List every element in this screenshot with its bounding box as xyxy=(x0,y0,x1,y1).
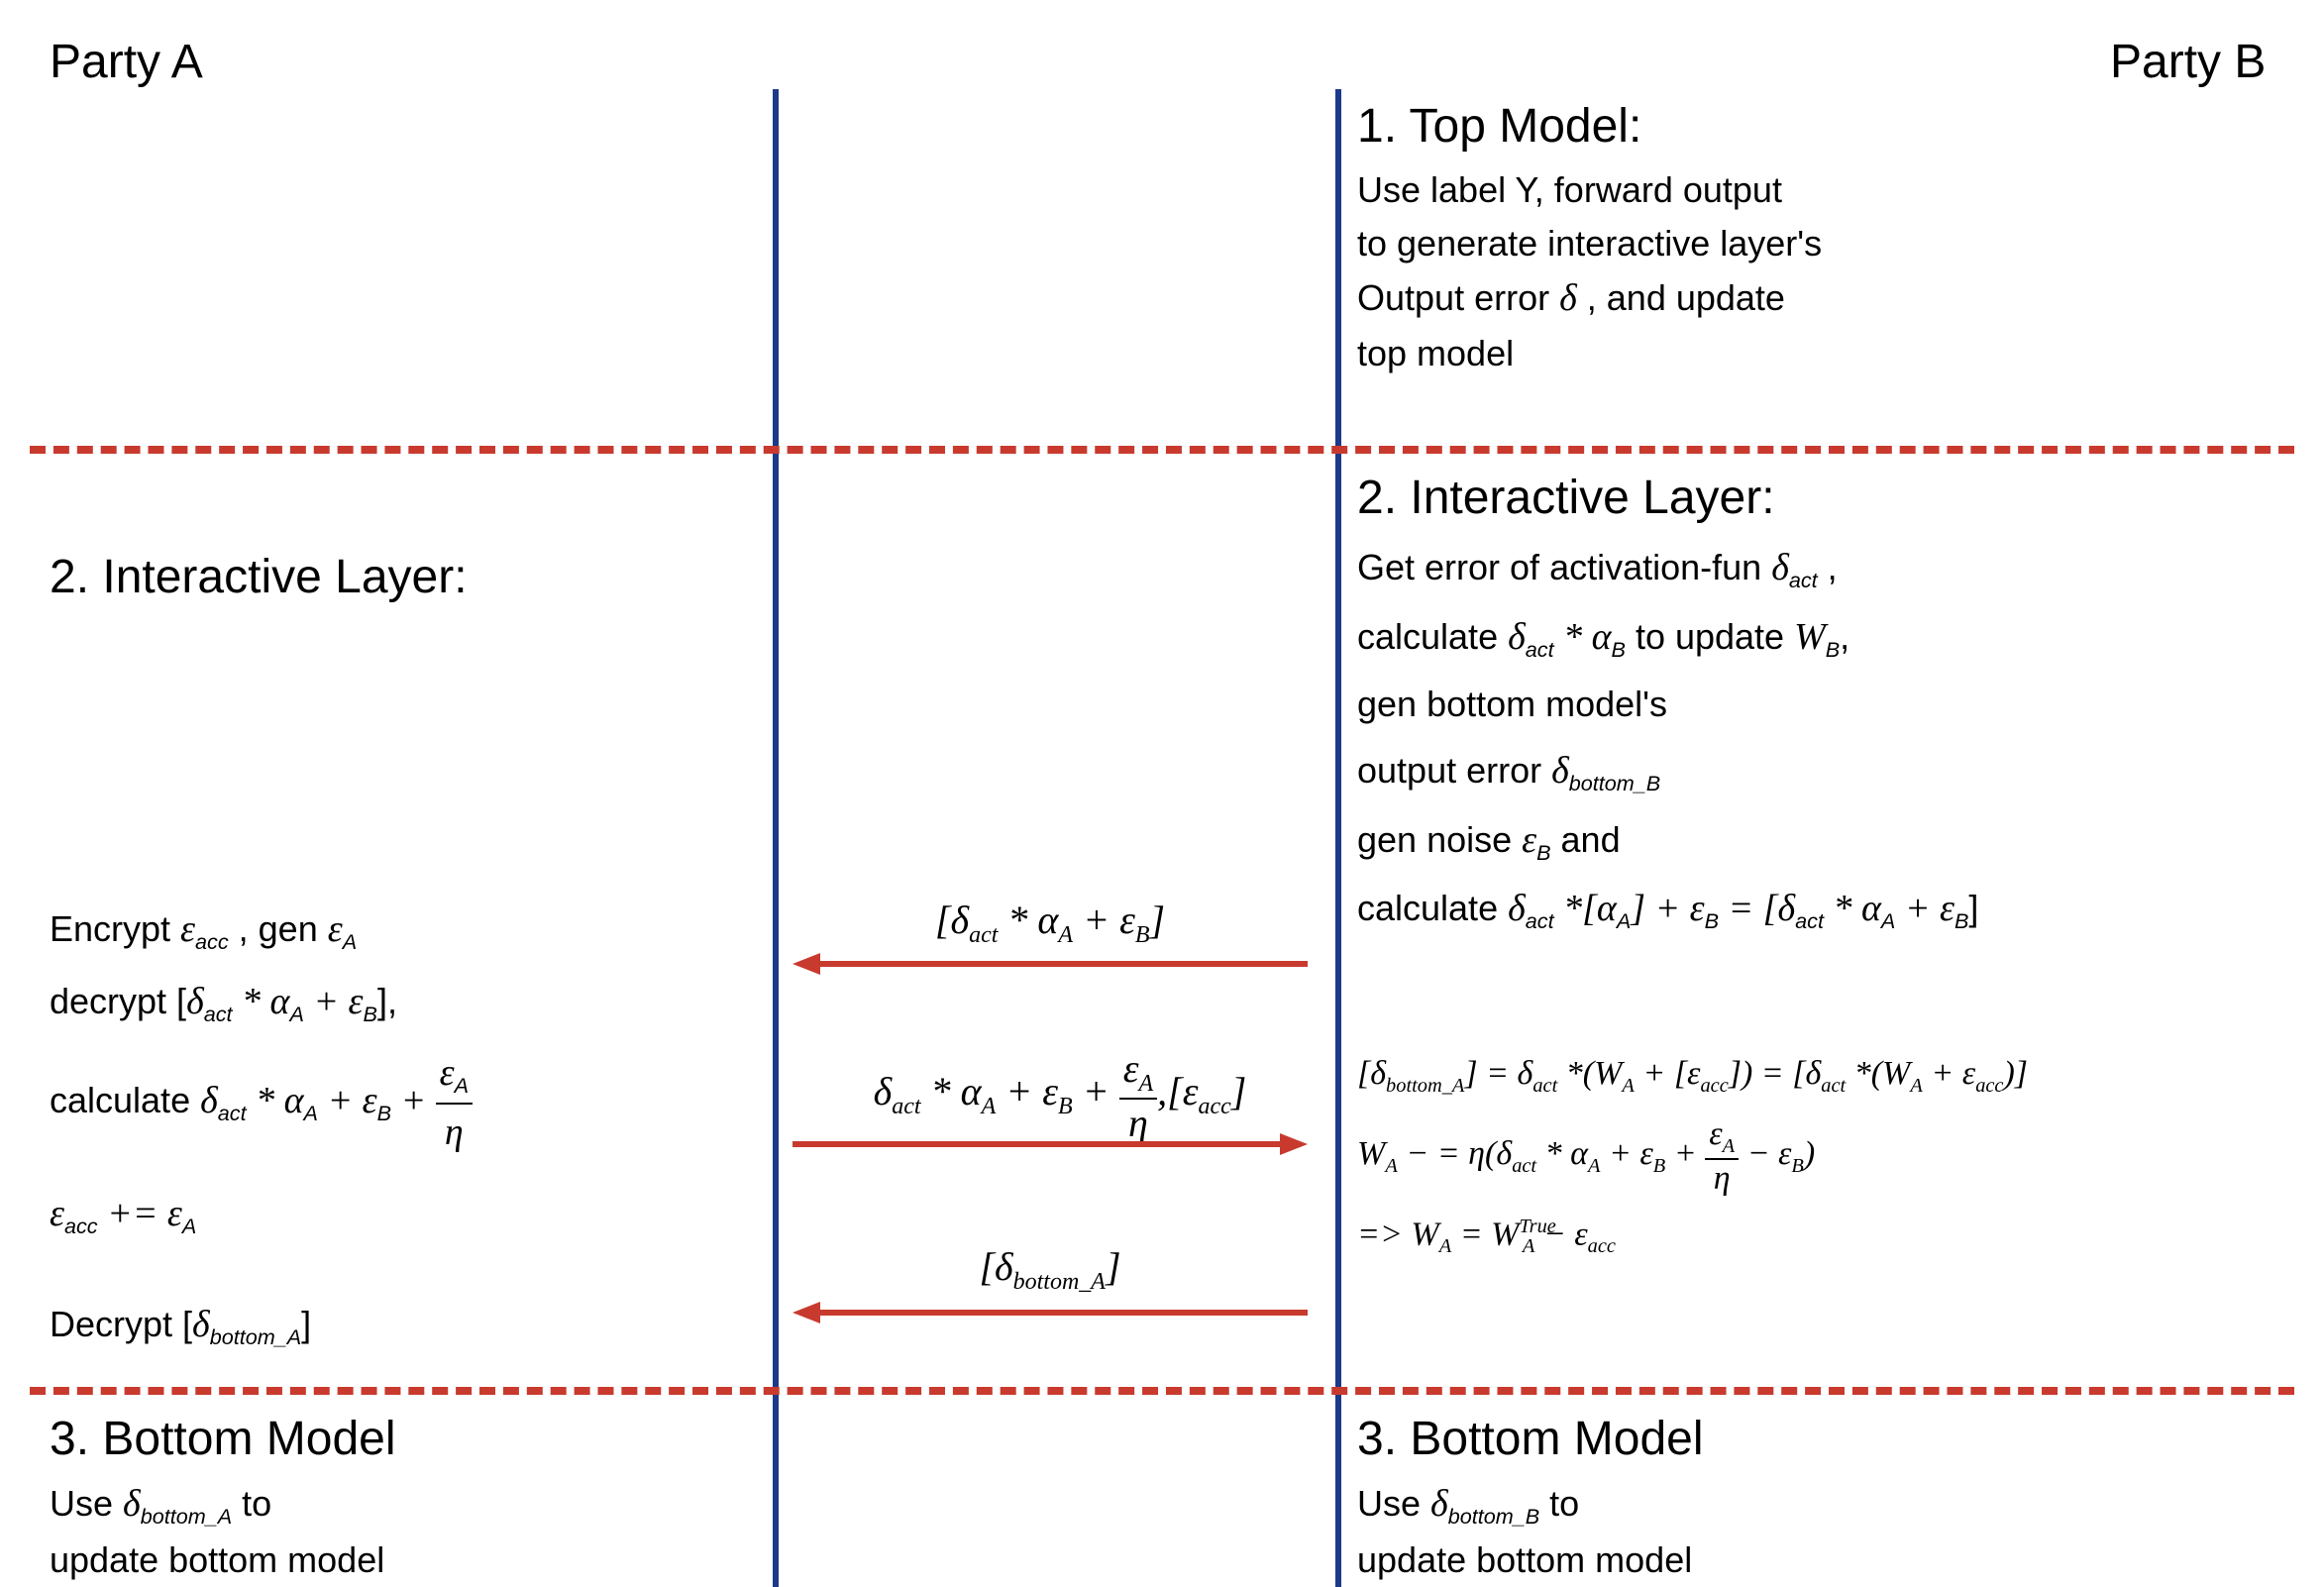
arrow1-left-icon xyxy=(792,949,1308,979)
party-a-interactive-section: 2. Interactive Layer: xyxy=(50,550,743,614)
arrow3-label: [δbottom_A] xyxy=(792,1243,1308,1296)
party-a-label: Party A xyxy=(50,35,203,89)
arrow2-right-icon xyxy=(792,1129,1308,1159)
divider-horizontal-1 xyxy=(30,446,2294,454)
pb-line5: gen noise εB and xyxy=(1357,812,2298,870)
divider-horizontal-2 xyxy=(30,1387,2294,1395)
pa-line2: decrypt [δact * αA + εB], xyxy=(50,974,743,1031)
top-model-line2: to generate interactive layer's xyxy=(1357,217,2298,270)
top-model-line1: Use label Y, forward output xyxy=(1357,163,2298,217)
pb-line4: output error δbottom_B xyxy=(1357,743,2298,800)
divider-vertical-b xyxy=(1335,89,1341,1587)
top-model-title: 1. Top Model: xyxy=(1357,99,2298,154)
pa-line4: εacc += εA xyxy=(50,1186,743,1243)
pb-eq1: [δbottom_A] = δact *(WA + [εacc]) = [δac… xyxy=(1357,1055,2298,1098)
pa-line5: Decrypt [δbottom_A] xyxy=(50,1297,743,1354)
party-b-bottom-title: 3. Bottom Model xyxy=(1357,1412,2298,1466)
party-b-bottom-section: 3. Bottom Model Use δbottom_B to update … xyxy=(1357,1412,2298,1587)
arrow3-left-icon xyxy=(792,1298,1308,1327)
pb-eq2: WA − = η(δact * αA + εB + εAη − εB) xyxy=(1357,1115,2298,1198)
pb-line1: Get error of activation-fun δact , xyxy=(1357,540,2298,597)
pa-line3: calculate δact * αA + εB + εAη xyxy=(50,1045,743,1161)
pa-bottom-line2: update bottom model xyxy=(50,1534,743,1587)
pb-line6: calculate δact *[αA] + εB = [δact * αA +… xyxy=(1357,881,2298,938)
divider-vertical-a xyxy=(773,89,779,1587)
pb-bottom-line1: Use δbottom_B to xyxy=(1357,1476,2298,1534)
pb-eq3: => WA = WTrueA − εacc xyxy=(1357,1216,2298,1258)
party-a-interactive-body: Encrypt εacc , gen εA decrypt [δact * αA… xyxy=(50,901,743,1354)
party-b-top-section: 1. Top Model: Use label Y, forward outpu… xyxy=(1357,99,2298,380)
party-b-label: Party B xyxy=(2110,35,2266,89)
pb-bottom-line2: update bottom model xyxy=(1357,1534,2298,1587)
party-a-bottom-title: 3. Bottom Model xyxy=(50,1412,743,1466)
party-b-interactive-title: 2. Interactive Layer: xyxy=(1357,471,2298,525)
pa-line1: Encrypt εacc , gen εA xyxy=(50,901,743,959)
party-b-equations: [δbottom_A] = δact *(WA + [εacc]) = [δac… xyxy=(1357,1055,2298,1258)
pb-line3: gen bottom model's xyxy=(1357,678,2298,731)
arrow1-label: [δact * αA + εB] xyxy=(792,897,1308,949)
party-b-interactive-section: 2. Interactive Layer: Get error of activ… xyxy=(1357,471,2298,938)
party-a-interactive-title: 2. Interactive Layer: xyxy=(50,550,743,604)
pb-line2: calculate δact * αB to update WB, xyxy=(1357,609,2298,667)
party-a-bottom-section: 3. Bottom Model Use δbottom_A to update … xyxy=(50,1412,743,1587)
pa-bottom-line1: Use δbottom_A to xyxy=(50,1476,743,1534)
top-model-line4: top model xyxy=(1357,327,2298,380)
top-model-line3: Output error δ , and update xyxy=(1357,270,2298,327)
